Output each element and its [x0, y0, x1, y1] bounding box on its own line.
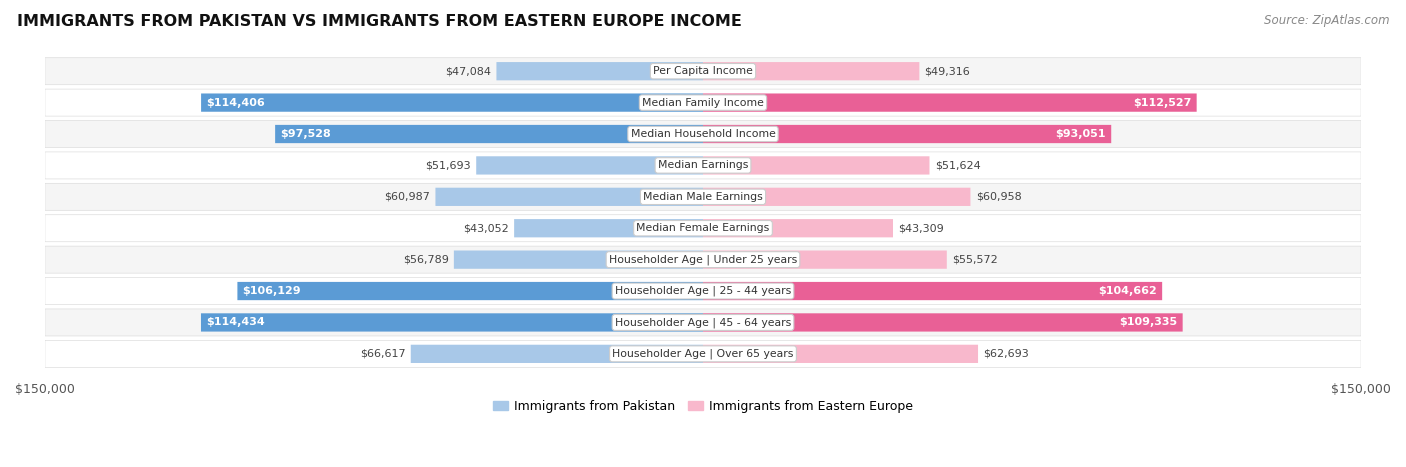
- FancyBboxPatch shape: [515, 219, 703, 237]
- Text: $49,316: $49,316: [925, 66, 970, 76]
- Text: $60,958: $60,958: [976, 192, 1021, 202]
- Text: $66,617: $66,617: [360, 349, 405, 359]
- FancyBboxPatch shape: [45, 277, 1361, 304]
- Text: $104,662: $104,662: [1098, 286, 1157, 296]
- FancyBboxPatch shape: [703, 62, 920, 80]
- Text: $106,129: $106,129: [243, 286, 301, 296]
- FancyBboxPatch shape: [45, 184, 1361, 210]
- FancyBboxPatch shape: [703, 219, 893, 237]
- Text: $43,309: $43,309: [898, 223, 943, 233]
- FancyBboxPatch shape: [703, 93, 1197, 112]
- FancyBboxPatch shape: [45, 340, 1361, 368]
- Text: Per Capita Income: Per Capita Income: [652, 66, 754, 76]
- FancyBboxPatch shape: [201, 93, 703, 112]
- Text: $112,527: $112,527: [1133, 98, 1191, 107]
- FancyBboxPatch shape: [45, 309, 1361, 336]
- FancyBboxPatch shape: [703, 188, 970, 206]
- Text: $114,406: $114,406: [207, 98, 266, 107]
- Text: IMMIGRANTS FROM PAKISTAN VS IMMIGRANTS FROM EASTERN EUROPE INCOME: IMMIGRANTS FROM PAKISTAN VS IMMIGRANTS F…: [17, 14, 742, 29]
- Text: Householder Age | Over 65 years: Householder Age | Over 65 years: [612, 348, 794, 359]
- FancyBboxPatch shape: [496, 62, 703, 80]
- Text: $97,528: $97,528: [280, 129, 332, 139]
- FancyBboxPatch shape: [436, 188, 703, 206]
- Text: $51,693: $51,693: [426, 161, 471, 170]
- FancyBboxPatch shape: [411, 345, 703, 363]
- FancyBboxPatch shape: [45, 58, 1361, 85]
- Text: Householder Age | 45 - 64 years: Householder Age | 45 - 64 years: [614, 317, 792, 328]
- FancyBboxPatch shape: [454, 250, 703, 269]
- Text: Householder Age | Under 25 years: Householder Age | Under 25 years: [609, 255, 797, 265]
- FancyBboxPatch shape: [703, 345, 979, 363]
- FancyBboxPatch shape: [45, 215, 1361, 242]
- FancyBboxPatch shape: [477, 156, 703, 175]
- FancyBboxPatch shape: [45, 120, 1361, 148]
- FancyBboxPatch shape: [276, 125, 703, 143]
- Text: $109,335: $109,335: [1119, 318, 1177, 327]
- FancyBboxPatch shape: [703, 282, 1163, 300]
- Text: $43,052: $43,052: [463, 223, 509, 233]
- Legend: Immigrants from Pakistan, Immigrants from Eastern Europe: Immigrants from Pakistan, Immigrants fro…: [488, 395, 918, 417]
- Text: Median Female Earnings: Median Female Earnings: [637, 223, 769, 233]
- FancyBboxPatch shape: [238, 282, 703, 300]
- Text: $47,084: $47,084: [446, 66, 491, 76]
- Text: Source: ZipAtlas.com: Source: ZipAtlas.com: [1264, 14, 1389, 27]
- Text: $56,789: $56,789: [402, 255, 449, 265]
- FancyBboxPatch shape: [201, 313, 703, 332]
- FancyBboxPatch shape: [703, 313, 1182, 332]
- FancyBboxPatch shape: [703, 250, 946, 269]
- Text: $62,693: $62,693: [983, 349, 1029, 359]
- Text: Householder Age | 25 - 44 years: Householder Age | 25 - 44 years: [614, 286, 792, 296]
- FancyBboxPatch shape: [45, 246, 1361, 273]
- FancyBboxPatch shape: [703, 125, 1111, 143]
- Text: $93,051: $93,051: [1056, 129, 1107, 139]
- FancyBboxPatch shape: [45, 89, 1361, 116]
- Text: Median Earnings: Median Earnings: [658, 161, 748, 170]
- Text: $114,434: $114,434: [207, 318, 264, 327]
- FancyBboxPatch shape: [703, 156, 929, 175]
- Text: $55,572: $55,572: [952, 255, 998, 265]
- Text: Median Male Earnings: Median Male Earnings: [643, 192, 763, 202]
- FancyBboxPatch shape: [45, 152, 1361, 179]
- Text: $51,624: $51,624: [935, 161, 980, 170]
- Text: Median Family Income: Median Family Income: [643, 98, 763, 107]
- Text: $60,987: $60,987: [384, 192, 430, 202]
- Text: Median Household Income: Median Household Income: [630, 129, 776, 139]
